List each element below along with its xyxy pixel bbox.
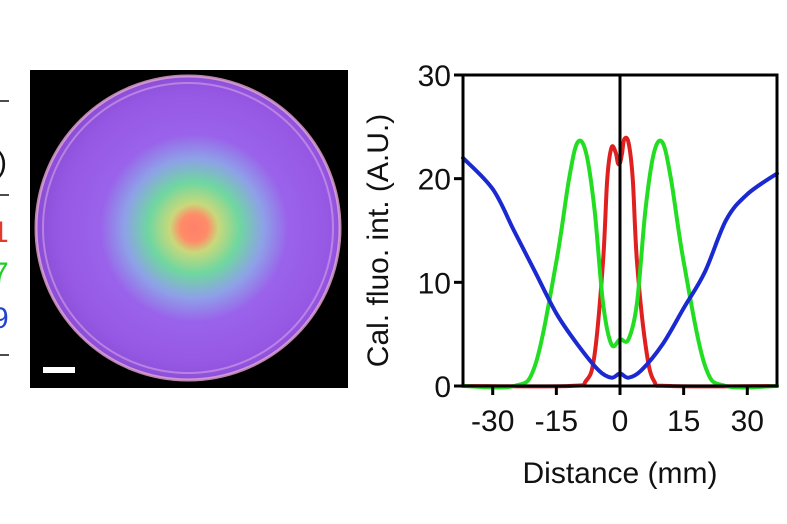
fluorescence-profile-chart: -30 -15 0 15 30 0 10 20 30 Distance (mm) Cal. fl…: [362, 60, 779, 490]
dish-rim-inner: [42, 82, 334, 374]
x-tick-label: -30: [471, 405, 514, 438]
x-tick-label: 30: [731, 405, 764, 438]
x-axis-title: Distance (mm): [522, 457, 717, 490]
y-axis-title: Cal. fluo. int. (A.U.): [362, 114, 395, 367]
scale-bar: [43, 367, 75, 373]
legend-fragment-green: 7: [0, 257, 9, 290]
x-tick-label: -15: [535, 405, 578, 438]
dish-agar: [36, 76, 340, 380]
legend-fragment-red: 1: [0, 216, 9, 249]
y-tick-label: 10: [418, 267, 451, 300]
axes: -30 -15 0 15 30 0 10 20 30: [418, 60, 779, 438]
dish-rim-outer: [34, 74, 342, 382]
y-tick-label: 20: [418, 164, 451, 197]
cropped-legend-strip: ) 1 7 9: [0, 100, 9, 356]
legend-fragment-blue: 9: [0, 302, 9, 335]
x-tick-label: 0: [612, 405, 629, 438]
legend-fragment-paren: ): [0, 146, 7, 179]
y-tick-label: 30: [418, 60, 451, 93]
petri-dish-image: [30, 70, 348, 388]
y-tick-label: 0: [434, 371, 451, 404]
x-tick-label: 15: [667, 405, 700, 438]
